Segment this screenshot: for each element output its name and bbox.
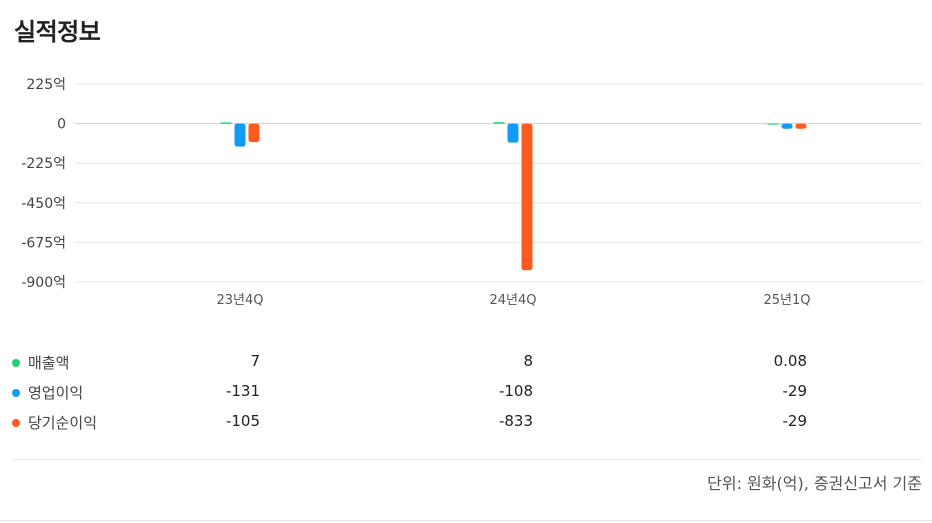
y-tick-label: 225억 bbox=[26, 77, 66, 93]
x-tick-label: 23년4Q bbox=[216, 293, 263, 308]
x-tick-label: 24년4Q bbox=[489, 293, 536, 308]
legend-dot-operating-profit bbox=[12, 389, 20, 397]
bar-매출액-23년4Q[interactable] bbox=[220, 122, 232, 124]
bar-영업이익-23년4Q[interactable] bbox=[234, 123, 246, 147]
table-cell: -833 bbox=[498, 412, 533, 430]
table-row-operating-profit: 영업이익 -131 -108 -29 bbox=[0, 380, 932, 410]
table-cell: -29 bbox=[782, 382, 808, 400]
bar-당기순이익-24년4Q[interactable] bbox=[521, 123, 533, 271]
bar-영업이익-24년4Q[interactable] bbox=[507, 123, 519, 143]
table-cell: 0.08 bbox=[773, 352, 807, 370]
bar-영업이익-25년1Q[interactable] bbox=[781, 123, 793, 129]
row-label: 매출액 bbox=[28, 354, 70, 372]
legend-dot-net-income bbox=[12, 419, 20, 427]
table-cell: -29 bbox=[782, 412, 808, 430]
divider bbox=[12, 459, 922, 460]
legend-dot-revenue bbox=[12, 359, 20, 367]
table-cell: -131 bbox=[225, 382, 260, 400]
bar-매출액-25년1Q[interactable] bbox=[767, 123, 779, 125]
page-title: 실적정보 bbox=[14, 18, 101, 46]
y-tick-label: -225억 bbox=[21, 156, 66, 172]
earnings-table: 매출액 7 8 0.08 영업이익 -131 -108 -29 당기순이익 -1… bbox=[0, 350, 932, 440]
y-tick-label: -675억 bbox=[21, 235, 66, 251]
divider bbox=[0, 520, 932, 521]
bar-당기순이익-23년4Q[interactable] bbox=[248, 123, 260, 143]
bar-당기순이익-25년1Q[interactable] bbox=[795, 123, 807, 129]
y-tick-label: 0 bbox=[57, 117, 66, 133]
table-cell: -105 bbox=[225, 412, 260, 430]
table-row-revenue: 매출액 7 8 0.08 bbox=[0, 350, 932, 380]
y-tick-label: -450억 bbox=[21, 196, 66, 212]
row-label: 영업이익 bbox=[28, 384, 84, 402]
bar-매출액-24년4Q[interactable] bbox=[493, 122, 505, 124]
table-cell: 7 bbox=[250, 352, 260, 370]
table-row-net-income: 당기순이익 -105 -833 -29 bbox=[0, 410, 932, 440]
earnings-bar-chart: 225억 0 -225억 -450억 -675억 -900억 23년4Q 24년4Q 25년1Q bbox=[21, 77, 922, 308]
x-tick-label: 25년1Q bbox=[763, 293, 810, 308]
unit-note: 단위: 원화(억), 증권신고서 기준 bbox=[707, 474, 922, 493]
table-cell: -108 bbox=[498, 382, 533, 400]
y-tick-label: -900억 bbox=[21, 275, 66, 291]
row-label: 당기순이익 bbox=[28, 414, 98, 432]
table-cell: 8 bbox=[523, 352, 533, 370]
